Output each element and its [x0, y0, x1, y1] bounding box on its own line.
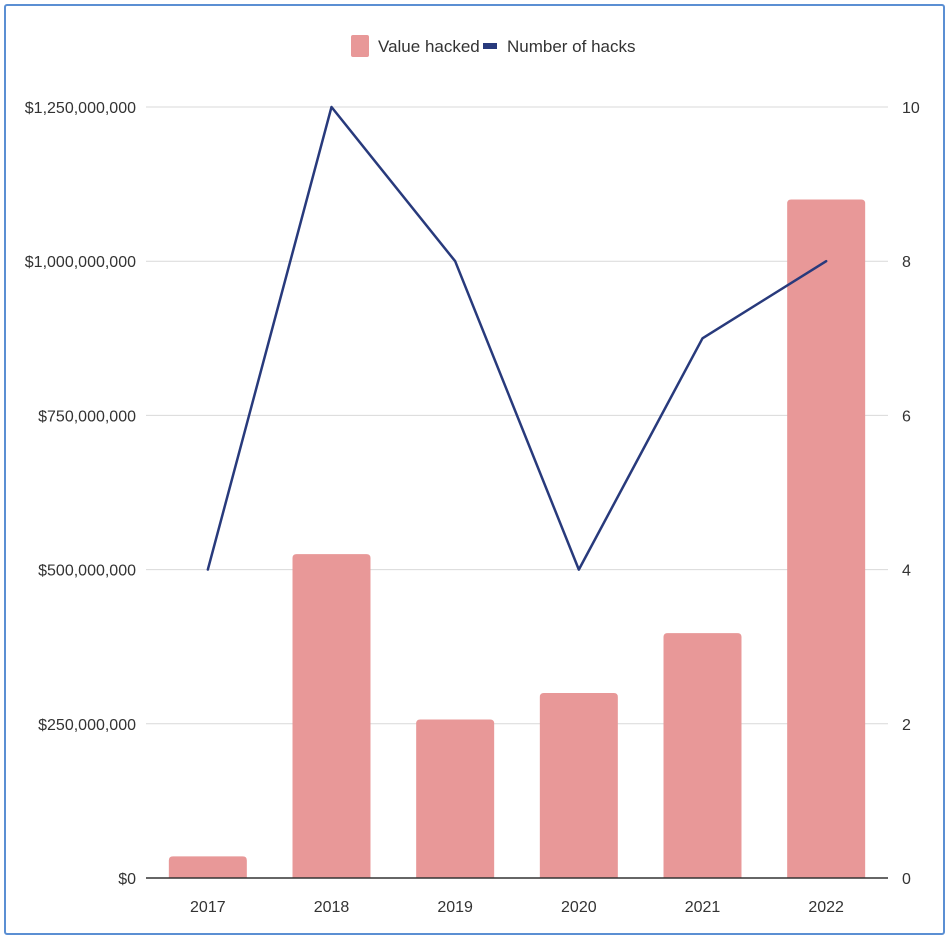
y-left-tick-label: $500,000,000	[38, 563, 136, 580]
x-tick-label: 2020	[561, 899, 597, 916]
y-left-tick-label: $1,000,000,000	[25, 254, 136, 271]
bar-2017	[168, 856, 247, 878]
legend-swatch-number-of-hacks	[483, 43, 497, 49]
bar-2022	[787, 199, 866, 878]
combo-chart: $0 $250,000,000 $500,000,000 $750,000,000 $1…	[25, 35, 920, 916]
bar-2020	[539, 692, 618, 878]
chart-frame: $0 $250,000,000 $500,000,000 $750,000,000 $1…	[4, 4, 945, 935]
y-right-tick-label: 2	[902, 717, 911, 734]
x-tick-label: 2017	[190, 899, 226, 916]
x-tick-label: 2019	[437, 899, 473, 916]
legend: Value hacked Number of hacks	[351, 35, 636, 57]
y-left-tick-label: $1,250,000,000	[25, 100, 136, 117]
legend-label-value-hacked: Value hacked	[378, 37, 480, 56]
bar-2019	[416, 719, 495, 878]
y-left-tick-label: $0	[118, 871, 136, 888]
axes: $0 $250,000,000 $500,000,000 $750,000,000 $1…	[25, 100, 920, 916]
legend-label-number-of-hacks: Number of hacks	[507, 37, 636, 56]
y-right-tick-label: 8	[902, 254, 911, 271]
x-tick-label: 2021	[685, 899, 721, 916]
y-right-tick-label: 6	[902, 408, 911, 425]
line-series	[206, 105, 828, 571]
legend-swatch-value-hacked	[351, 35, 369, 57]
x-tick-label: 2022	[808, 899, 844, 916]
line-number-of-hacks	[206, 105, 828, 571]
y-right-tick-label: 4	[902, 563, 911, 580]
x-tick-label: 2018	[314, 899, 350, 916]
y-right-tick-label: 10	[902, 100, 920, 117]
y-right-tick-label: 0	[902, 871, 911, 888]
y-left-tick-label: $750,000,000	[38, 408, 136, 425]
bar-series	[168, 199, 866, 878]
bar-2018	[292, 554, 371, 878]
y-left-tick-label: $250,000,000	[38, 717, 136, 734]
bar-2021	[663, 633, 742, 878]
